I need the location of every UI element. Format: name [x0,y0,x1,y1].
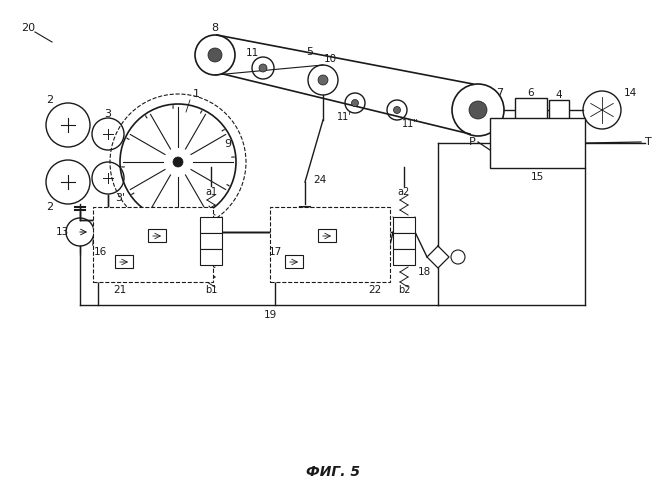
Circle shape [208,48,222,62]
Bar [393,217,415,233]
Circle shape [469,101,487,119]
Text: 14: 14 [623,88,637,98]
Bar [115,255,133,268]
Text: 24: 24 [314,175,326,185]
Text: b2: b2 [398,285,410,295]
Text: 21: 21 [113,285,127,295]
Text: 2: 2 [47,202,53,212]
Circle shape [318,75,328,85]
Text: 13: 13 [55,227,69,237]
Text: ФИГ. 5: ФИГ. 5 [306,465,360,479]
Text: 11": 11" [402,119,418,129]
Text: 11: 11 [245,48,258,58]
Bar [393,233,415,249]
Text: 8: 8 [211,23,218,33]
Circle shape [173,157,183,167]
Text: 10: 10 [324,54,336,64]
Text: 2: 2 [47,95,53,105]
Bar [285,255,303,268]
Bar [148,229,166,242]
Bar [490,118,585,168]
Text: 18: 18 [418,267,431,277]
Text: 19: 19 [263,310,276,320]
Bar [200,233,222,249]
Text: 20: 20 [21,23,35,33]
Text: 9: 9 [224,139,232,149]
Bar [200,249,222,265]
Text: 12: 12 [314,215,326,225]
Text: P: P [470,137,476,147]
Circle shape [352,100,358,106]
Text: 17: 17 [268,247,282,257]
Text: 1: 1 [192,89,200,99]
Text: 11': 11' [336,112,352,122]
Text: 4: 4 [555,90,562,100]
Bar [270,207,390,282]
Bar [549,100,569,120]
Text: 22: 22 [368,285,382,295]
Text: 3': 3' [115,193,125,203]
Bar [515,98,547,122]
Bar [318,229,336,242]
Bar [93,207,213,282]
Text: 3: 3 [105,109,111,119]
Text: b1: b1 [205,285,217,295]
Text: T: T [645,137,651,147]
Bar [393,249,415,265]
Text: a2: a2 [398,187,410,197]
Text: 23: 23 [121,212,135,222]
Text: 7: 7 [496,88,503,98]
Text: 15: 15 [530,172,543,182]
Text: a1: a1 [205,187,217,197]
Circle shape [259,64,267,72]
Text: 16: 16 [93,247,107,257]
Text: 6: 6 [527,88,534,98]
Circle shape [394,106,400,114]
Text: 5: 5 [306,47,314,57]
Bar [200,217,222,233]
